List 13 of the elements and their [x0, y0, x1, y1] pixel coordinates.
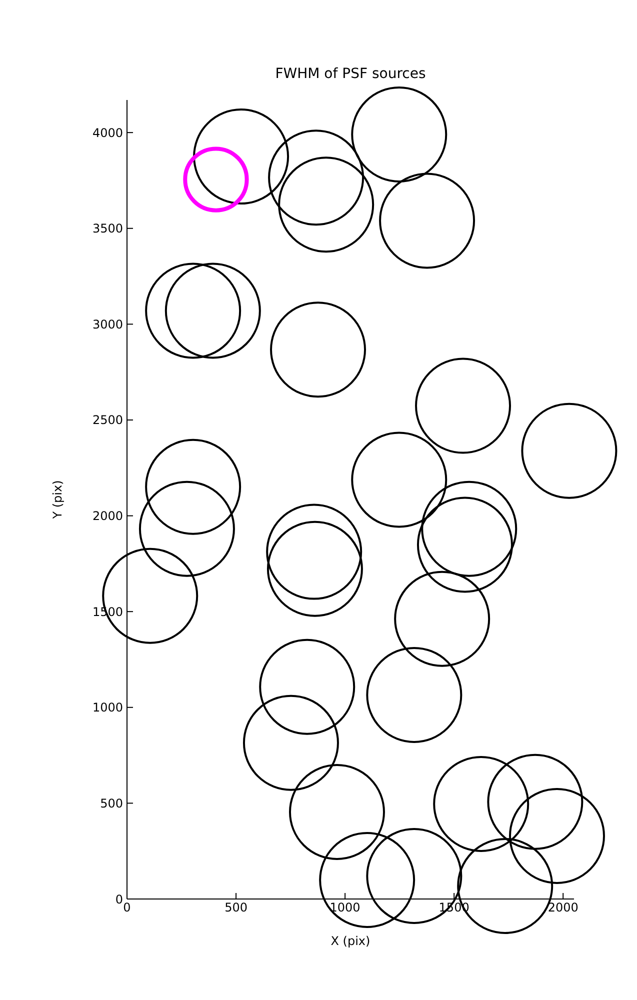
y-tick-label: 4000	[92, 126, 123, 140]
y-tick-label: 2500	[92, 413, 123, 428]
y-tick-label: 3000	[92, 317, 123, 332]
y-tick-label: 1000	[92, 700, 123, 715]
y-tick-label: 3500	[92, 222, 123, 236]
x-tick-label: 2000	[548, 900, 578, 915]
chart-title: FWHM of PSF sources	[274, 66, 427, 82]
y-axis-title: Y (pix)	[50, 480, 64, 520]
y-tick-label: 2000	[92, 509, 123, 524]
x-axis-title: X (pix)	[330, 934, 370, 948]
y-tick-label: 500	[100, 796, 123, 810]
x-tick-label: 1000	[330, 900, 360, 915]
x-tick-label: 500	[224, 900, 248, 915]
